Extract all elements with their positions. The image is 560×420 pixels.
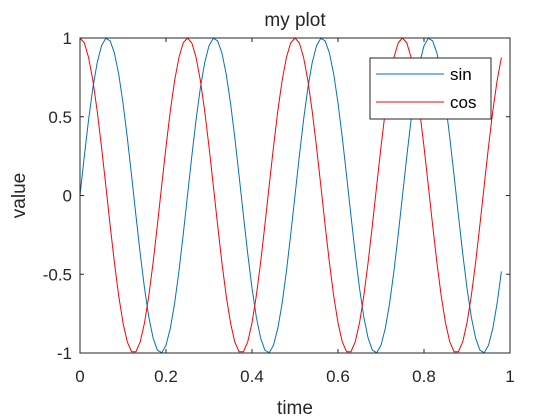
y-axis-label: value [9, 173, 30, 218]
ticks-layer: 0 0.2 0.4 0.6 0.8 1 -1 -0.5 0 0.5 1 [43, 29, 515, 386]
x-tick-label: 1 [505, 367, 514, 386]
y-tick-label: -1 [57, 344, 72, 363]
x-tick-label: 0.8 [412, 367, 436, 386]
x-tick-label: 0.2 [154, 367, 178, 386]
legend[interactable]: sin cos [369, 57, 492, 120]
series-line-cos [79, 37, 502, 353]
series-line-sin [79, 37, 502, 354]
y-tick-label: 1 [63, 29, 72, 48]
x-axis-label: time [277, 398, 313, 419]
x-tick-label: 0.4 [240, 367, 264, 386]
y-tick-label: 0.5 [48, 108, 72, 127]
x-tick-label: 0 [75, 367, 84, 386]
legend-box [369, 57, 492, 120]
x-tick-label: 0.6 [326, 367, 350, 386]
y-tick-label: 0 [63, 187, 72, 206]
series-layer [79, 37, 502, 354]
chart-title: my plot [264, 10, 326, 31]
legend-label-sin: sin [450, 65, 472, 84]
y-tick-label: -0.5 [43, 265, 72, 284]
legend-label-cos: cos [450, 93, 476, 112]
